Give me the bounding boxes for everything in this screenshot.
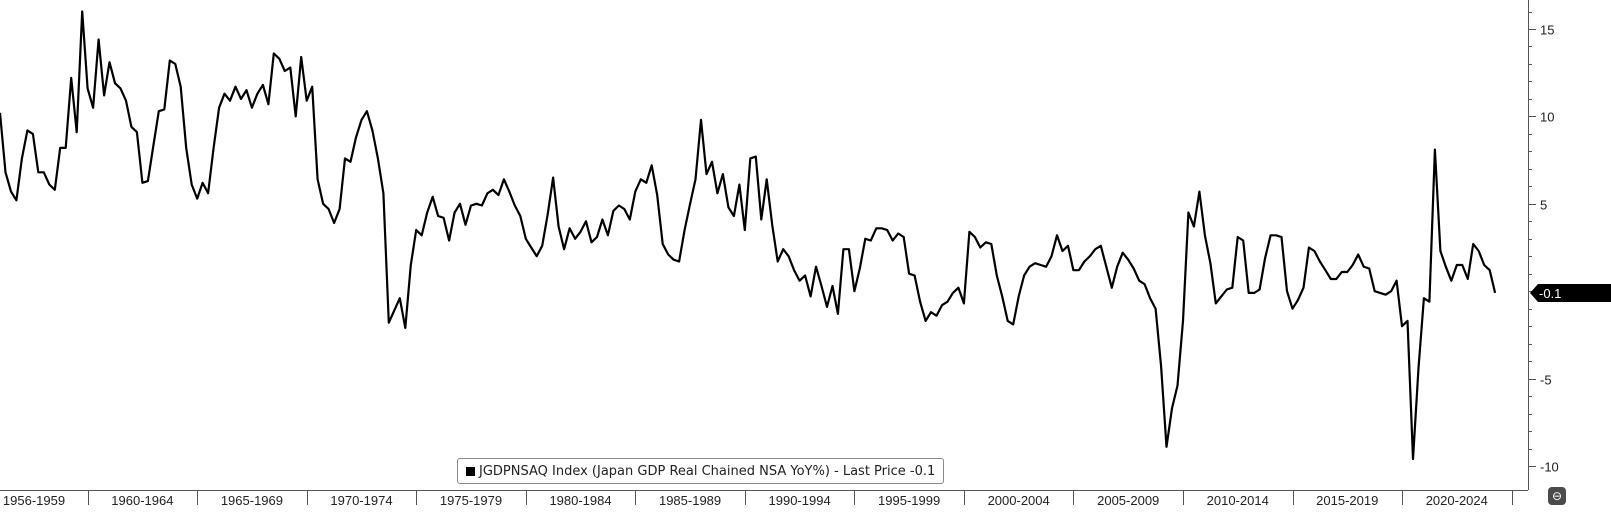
- last-value-label: -0.1: [1539, 286, 1561, 301]
- last-value-group: -0.1: [1530, 283, 1611, 302]
- x-tick-label: 2020-2024: [1426, 493, 1488, 508]
- x-tick-label: 1980-1984: [549, 493, 611, 508]
- settings-icon[interactable]: ⊖: [1548, 487, 1566, 505]
- x-tick-label: 1960-1964: [111, 493, 173, 508]
- x-tick-label: 2015-2019: [1316, 493, 1378, 508]
- x-tick-label: 1975-1979: [440, 493, 502, 508]
- x-tick-label: 1956-1959: [3, 493, 65, 508]
- x-tick-label: 1965-1969: [221, 493, 283, 508]
- y-tick-label: 15: [1540, 23, 1554, 38]
- y-tick-label: 5: [1540, 198, 1547, 213]
- legend: JGDPNSAQ Index (Japan GDP Real Chained N…: [457, 458, 945, 484]
- legend-swatch: [466, 466, 475, 476]
- y-tick-label: 10: [1540, 110, 1554, 125]
- series-line: [0, 10, 1497, 461]
- x-tick-label: 2010-2014: [1207, 493, 1269, 508]
- legend-label: JGDPNSAQ Index (Japan GDP Real Chained N…: [479, 463, 936, 479]
- x-tick-label: 2000-2004: [988, 493, 1050, 508]
- x-tick-label: 1985-1989: [659, 493, 721, 508]
- y-tick-label: -5: [1540, 373, 1552, 388]
- y-tick-label: -10: [1540, 460, 1559, 475]
- x-axis: 1956-1959 1960-1964 1965-1969 1970-1974 1975…: [0, 490, 1528, 508]
- x-tick-label: 1995-1999: [878, 493, 940, 508]
- x-tick-label: 2005-2009: [1097, 493, 1159, 508]
- last-value-marker: [1530, 283, 1611, 302]
- x-tick-label: 1990-1994: [769, 493, 831, 508]
- x-tick-label: 1970-1974: [330, 493, 392, 508]
- y-axis: 15 10 5 -5 -10: [1528, 0, 1559, 490]
- series-group: [0, 10, 1497, 461]
